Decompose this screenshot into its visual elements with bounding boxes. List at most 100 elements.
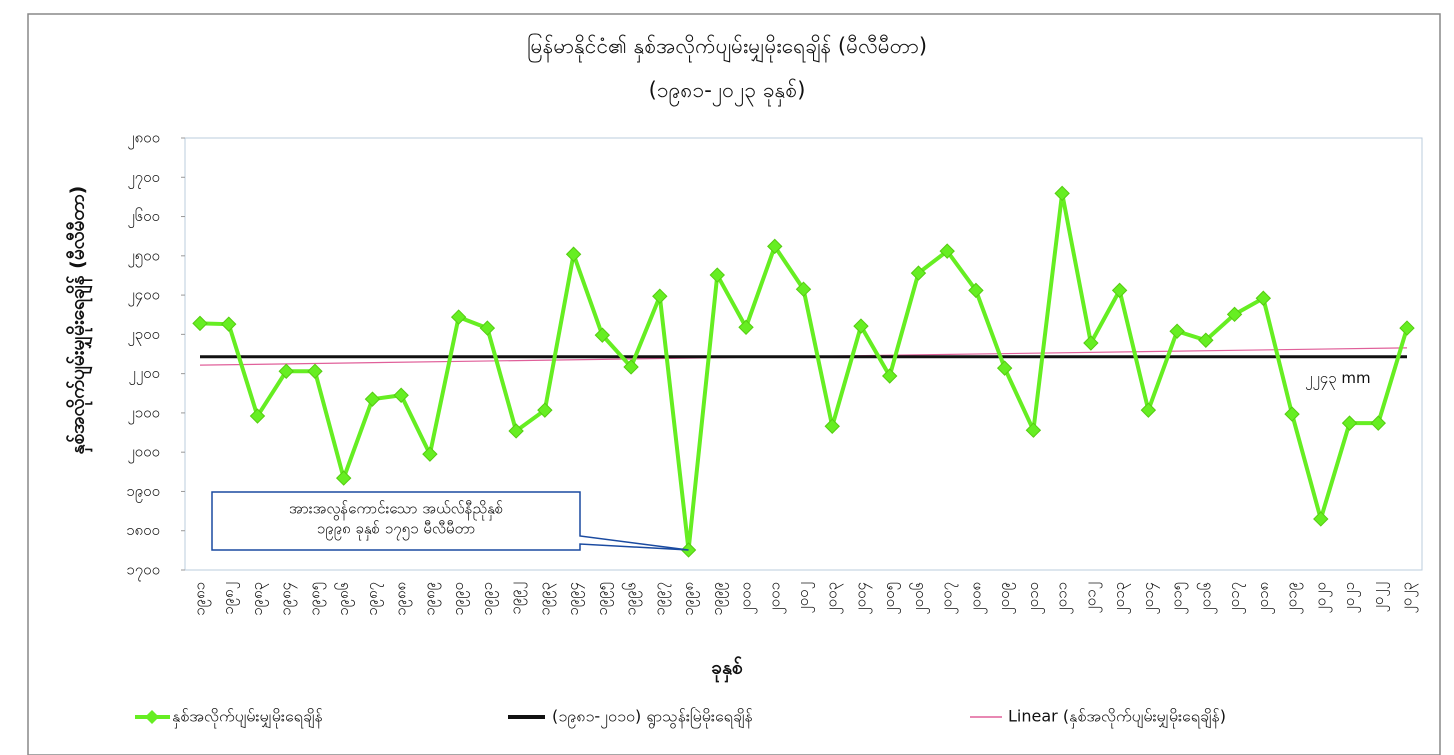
data-point [479,320,496,336]
legend-swatch [145,710,159,724]
x-tick-label: ၂၀၀၀ [737,582,758,615]
data-point [652,288,668,304]
x-tick-label: ၁၉၈၇ [363,582,384,616]
data-point [1341,415,1358,431]
x-tick-label: ၁၉၉၄ [564,582,585,616]
data-point [278,363,294,379]
x-tick-label: ၁၉၈၈ [392,582,413,616]
x-tick-label: ၁၉၉၂ [507,582,528,615]
data-point [709,267,725,283]
x-tick-label: ၂၀၂၃ [1398,582,1419,614]
y-tick-label: ၂၃၀၀ [127,325,160,346]
x-tick-label: ၁၉၉၀ [449,582,470,616]
data-point [364,391,381,407]
x-tick-label: ၁၉၉၃ [535,582,556,616]
data-point [1198,332,1214,348]
data-point [1255,290,1272,306]
x-tick-label: ၂၀၀၇ [938,582,959,615]
y-tick-label: ၂၅၀၀ [127,246,160,267]
x-tick-label: ၁၉၈၂ [219,582,240,615]
x-tick-label: ၂၀၀၅ [880,582,901,615]
data-point [508,423,524,439]
data-point [249,408,266,424]
legend-label: (၁၉၈၁-၂၀၁၀) ရွာသွန်းမြဲမိုးရေချိန် [552,707,753,729]
x-tick-label: ၁၉၈၉ [420,582,441,616]
data-point [1399,320,1415,336]
x-tick-label: ၂၀၁၄ [1139,582,1160,615]
x-tick-label: ၁၉၉၅ [593,582,614,616]
data-point [1313,511,1329,527]
chart-frame [27,13,1441,755]
data-point [767,238,783,255]
x-tick-label: ၂၀၁၈ [1254,582,1275,615]
legend-label: နှစ်အလိုက်ပျမ်းမျှမိုးရေချိန် [172,707,323,729]
x-tick-label: ၁၉၈၁ [191,582,212,616]
x-tick-label: ၂၀၀၆ [909,582,930,615]
data-point [824,418,840,434]
x-tick-label: ၂၀၁၂ [1081,582,1102,614]
y-tick-label: ၁၉၀၀ [126,482,160,503]
data-point [882,368,898,384]
data-point [1370,415,1386,431]
data-point [307,363,323,379]
x-tick-label: ၂၀၁၇ [1225,582,1246,615]
y-tick-label: ၁၇၀၀ [126,561,160,582]
data-point [335,470,352,486]
plot-area [184,137,1423,571]
y-tick-label: ၂၈၀၀ [127,129,160,150]
x-tick-label: ၂၀၀၈ [966,582,987,615]
data-point [1111,282,1128,299]
y-tick-label: ၂၆၀၀ [127,207,160,228]
y-tick-label: ၂၀၀၀ [127,443,160,464]
data-point [1169,323,1185,339]
data-point [1284,406,1300,422]
data-point [422,446,438,462]
y-tick-label: ၁၈၀၀ [126,521,160,539]
legend-label: Linear (နှစ်အလိုက်ပျမ်းမျှမိုးရေချိန်) [1008,707,1226,729]
y-tick-label: ၂၁၀၀ [127,403,160,424]
data-point [795,281,812,297]
x-tick-label: ၁၉၉၇ [650,582,671,616]
data-point [910,265,927,281]
data-point [939,243,955,259]
data-point [1083,335,1099,351]
data-point [393,387,409,403]
x-tick-label: ၂၀၂၀ [1311,582,1332,614]
x-tick-label: ၂၀၀၉ [995,582,1016,615]
annotation-text: အားအလွန်ကောင်းသော အယ်လ်နီညိုနှစ် [289,500,503,521]
data-point [1054,185,1070,202]
data-point [565,246,582,262]
data-point [996,360,1013,376]
data-point [623,359,639,375]
data-point [968,282,984,299]
x-tick-label: ၂၀၀၁ [765,582,786,615]
reference-label: ၂၂၄၃ mm [1305,369,1371,390]
data-point [192,315,208,332]
data-point [738,319,754,336]
data-point [450,309,467,325]
x-tick-label: ၂၀၁၁ [1053,582,1074,615]
data-point [1140,402,1157,418]
data-point [594,327,611,343]
x-tick-label: ၂၀၁၉ [1283,582,1304,615]
data-point [1226,306,1243,323]
x-tick-label: ၁၉၈၄ [277,582,298,616]
x-tick-label: ၂၀၀၄ [851,582,872,615]
x-tick-label: ၂၀၁၅ [1168,582,1189,615]
x-tick-label: ၂၀၁၆ [1196,582,1217,615]
data-point [853,318,869,334]
x-tick-label: ၁၉၉၁ [478,582,499,616]
y-tick-label: ၂၇၀၀ [127,168,160,189]
x-tick-label: ၁၉၉၈ [679,582,700,616]
y-tick-label: ၂၄၀၀ [127,286,160,307]
x-tick-label: ၂၀၀၃ [823,582,844,615]
data-point [1025,422,1042,438]
x-tick-label: ၂၀၂၁ [1340,582,1361,614]
x-tick-label: ၁၉၉၆ [622,582,643,616]
x-tick-label: ၂၀၁၀ [1024,582,1045,615]
data-point [537,402,553,418]
annotation-text: ၁၉၉၈ ခုနှစ် ၁၇၅၁ မီလီမီတာ [317,520,476,541]
x-tick-label: ၂၀၂၂ [1369,582,1390,613]
x-tick-label: ၂၀၀၂ [794,582,815,614]
